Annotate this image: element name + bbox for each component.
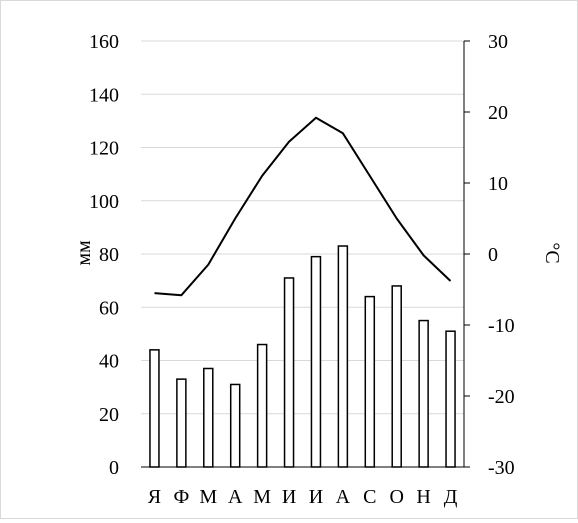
y-tick-label-right: 30 (488, 31, 508, 53)
precipitation-bar (283, 277, 295, 468)
precipitation-bar (203, 367, 214, 468)
x-tick-label: С (363, 486, 376, 508)
x-tick-label: Н (416, 486, 430, 508)
temperature-line (154, 116, 452, 297)
gridlines (141, 40, 464, 415)
y-axis-label-left: мм (73, 240, 95, 266)
precipitation-bar (337, 245, 349, 468)
y-tick-label-right: -20 (488, 386, 515, 408)
x-tick-label: А (336, 486, 351, 508)
y-tick-label-left: 80 (99, 244, 119, 266)
y-axis-label-right: °C (541, 242, 563, 263)
y-tick-label-left: 40 (99, 351, 119, 373)
y-tick-label-left: 60 (99, 297, 119, 319)
x-tick-label: И (309, 486, 323, 508)
precipitation-bar (176, 378, 187, 468)
precipitation-bar (364, 295, 376, 468)
y-tick-label-left: 160 (89, 31, 119, 53)
x-tick-label: О (389, 486, 403, 508)
y-tick-label-right: 0 (488, 244, 498, 266)
y-tick-label-left: 140 (89, 84, 119, 106)
precipitation-bar (229, 383, 241, 468)
y-tick-label-right: 20 (488, 102, 508, 124)
x-tick-label: А (228, 486, 243, 508)
precipitation-bar (149, 349, 160, 468)
x-tick-label: И (282, 486, 296, 508)
y-tick-label-right: -30 (488, 457, 515, 479)
x-tick-label: Я (148, 486, 161, 508)
y-tick-label-left: 100 (89, 191, 119, 213)
axis-labels: мм °C (73, 240, 563, 266)
temperature-line-group (154, 116, 452, 297)
y-tick-label-right: -10 (488, 315, 515, 337)
precipitation-bar (256, 343, 268, 468)
y-tick-label-left: 20 (99, 404, 119, 426)
precipitation-bar (418, 319, 429, 468)
y-tick-label-left: 120 (89, 138, 119, 160)
y-tick-label-right: 10 (488, 173, 508, 195)
precipitation-bar (445, 330, 456, 468)
x-tick-label: М (253, 486, 271, 508)
x-tick-label: М (199, 486, 217, 508)
precipitation-bar (391, 285, 402, 468)
precipitation-bar (310, 255, 322, 468)
x-tick-label: Д (444, 486, 458, 508)
y-tick-label-left: 0 (109, 457, 119, 479)
x-tick-label: Ф (173, 486, 189, 508)
